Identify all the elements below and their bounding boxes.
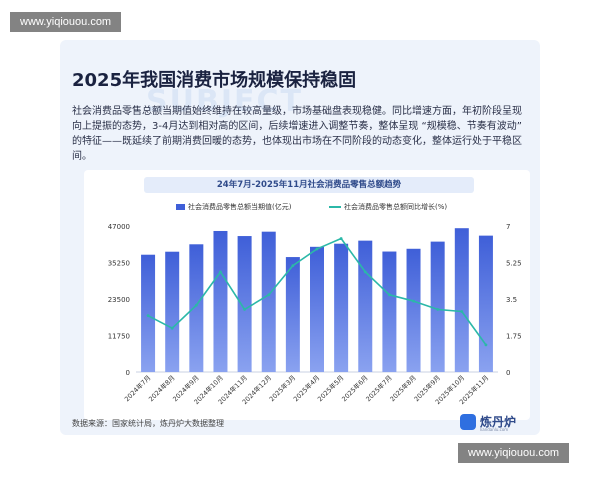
chart-panel: 24年7月-2025年11月社会消费品零售总额趋势 社会消费品零售总额当期值(亿… xyxy=(84,170,530,420)
line-point xyxy=(243,308,247,311)
y-right-tick-label: 5.25 xyxy=(506,260,522,268)
legend-line-series: 社会消费品零售总额同比增长(%) xyxy=(329,202,447,212)
bar xyxy=(237,236,252,372)
data-source: 数据来源：国家统计局，炼丹炉大数据整理 xyxy=(72,419,224,428)
legend-bar-label: 社会消费品零售总额当期值(亿元) xyxy=(188,203,292,211)
bar xyxy=(165,251,180,372)
watermark-bottom: www.yiqiouou.com xyxy=(458,443,570,463)
line-point xyxy=(219,270,222,274)
bar xyxy=(454,228,469,372)
legend-line-label: 社会消费品零售总额同比增长(%) xyxy=(344,203,448,211)
bar xyxy=(310,246,324,372)
chart-title: 24年7月-2025年11月社会消费品零售总额趋势 xyxy=(144,177,474,193)
bar xyxy=(141,254,156,372)
y-left-tick-label: 47000 xyxy=(108,223,130,231)
logo-icon xyxy=(460,414,476,430)
line-point xyxy=(291,264,295,268)
line-point xyxy=(460,310,464,313)
line-point xyxy=(267,293,271,297)
y-right-tick-label: 0 xyxy=(506,369,510,377)
line-point xyxy=(484,343,488,347)
legend-line-swatch xyxy=(329,206,341,208)
y-left-tick-label: 0 xyxy=(126,369,130,377)
bar xyxy=(285,257,300,372)
bar xyxy=(358,240,373,372)
bar xyxy=(213,230,228,372)
bar xyxy=(430,241,445,372)
bar xyxy=(189,244,204,372)
legend-bar-series: 社会消费品零售总额当期值(亿元) xyxy=(176,202,291,212)
page-title: 2025年我国消费市场规模保持稳固 xyxy=(72,70,357,91)
y-right-tick-label: 7 xyxy=(506,223,510,231)
y-left-tick-label: 35250 xyxy=(108,260,130,268)
summary-paragraph: 社会消费品零售总额当期值始终维持在较高量级，市场基础盘表现稳健。同比增速方面，年… xyxy=(72,106,522,162)
logo-subtext: liandanlu.com xyxy=(480,427,509,432)
y-right-tick-label: 3.5 xyxy=(506,296,517,304)
line-point xyxy=(388,293,391,297)
combo-chart: 01175023500352504700001.753.55.2572024年7… xyxy=(108,223,522,406)
line-point xyxy=(412,299,415,303)
line-point xyxy=(146,314,150,318)
brand-logo: 炼丹炉 liandanlu.com xyxy=(460,414,534,432)
logo-text: 炼丹炉 xyxy=(480,415,517,429)
watermark-top: www.yiqiouou.com xyxy=(10,12,122,32)
infographic-card: SUBJECT 2025年我国消费市场规模保持稳固 社会消费品零售总额当期值始终… xyxy=(60,40,540,435)
y-left-tick-label: 11750 xyxy=(108,333,130,341)
bar xyxy=(261,231,276,372)
y-left-tick-label: 23500 xyxy=(108,296,130,304)
bar xyxy=(406,248,421,372)
line-point xyxy=(315,247,319,251)
line-point xyxy=(363,270,367,274)
legend-bar-swatch xyxy=(176,204,185,210)
line-point xyxy=(194,303,198,307)
line-point xyxy=(339,237,343,240)
bar xyxy=(382,251,397,372)
line-point xyxy=(436,308,440,311)
bar xyxy=(478,235,493,372)
background-word: SUBJECT xyxy=(146,84,303,119)
bar xyxy=(334,243,349,372)
line-point xyxy=(170,326,174,330)
y-right-tick-label: 1.75 xyxy=(506,333,522,341)
